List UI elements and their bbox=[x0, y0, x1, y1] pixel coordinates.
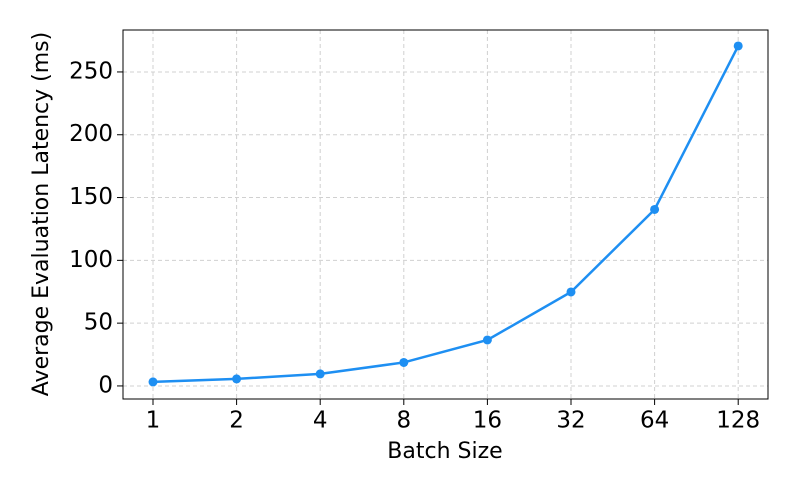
line bbox=[152, 45, 740, 384]
point bbox=[232, 374, 242, 384]
x-tick-label: 32 bbox=[556, 408, 585, 434]
x-tick-label: 1 bbox=[146, 408, 161, 434]
point bbox=[315, 369, 325, 379]
point bbox=[650, 204, 660, 214]
x-tick-label: 2 bbox=[229, 408, 244, 434]
point bbox=[399, 357, 409, 367]
x-tick-label: 16 bbox=[473, 408, 502, 434]
x-tick-label: 4 bbox=[313, 408, 328, 434]
point bbox=[733, 41, 743, 51]
x-tick-label: 8 bbox=[396, 408, 411, 434]
y-axis-label: Average Evaluation Latency (ms) bbox=[29, 32, 54, 396]
y-tick-label: 50 bbox=[84, 310, 113, 336]
point bbox=[148, 377, 158, 387]
y-tick-label: 100 bbox=[69, 247, 113, 273]
x-tick-label: 128 bbox=[716, 408, 760, 434]
y-tick-label: 250 bbox=[69, 58, 113, 84]
point bbox=[566, 287, 576, 297]
y-tick-label: 150 bbox=[69, 184, 113, 210]
plot-frame bbox=[122, 29, 769, 400]
point bbox=[482, 335, 492, 345]
y-tick-label: 200 bbox=[69, 121, 113, 147]
x-tick-label: 64 bbox=[640, 408, 669, 434]
y-tick-label: 0 bbox=[98, 372, 113, 398]
x-axis-label: Batch Size bbox=[387, 439, 502, 464]
